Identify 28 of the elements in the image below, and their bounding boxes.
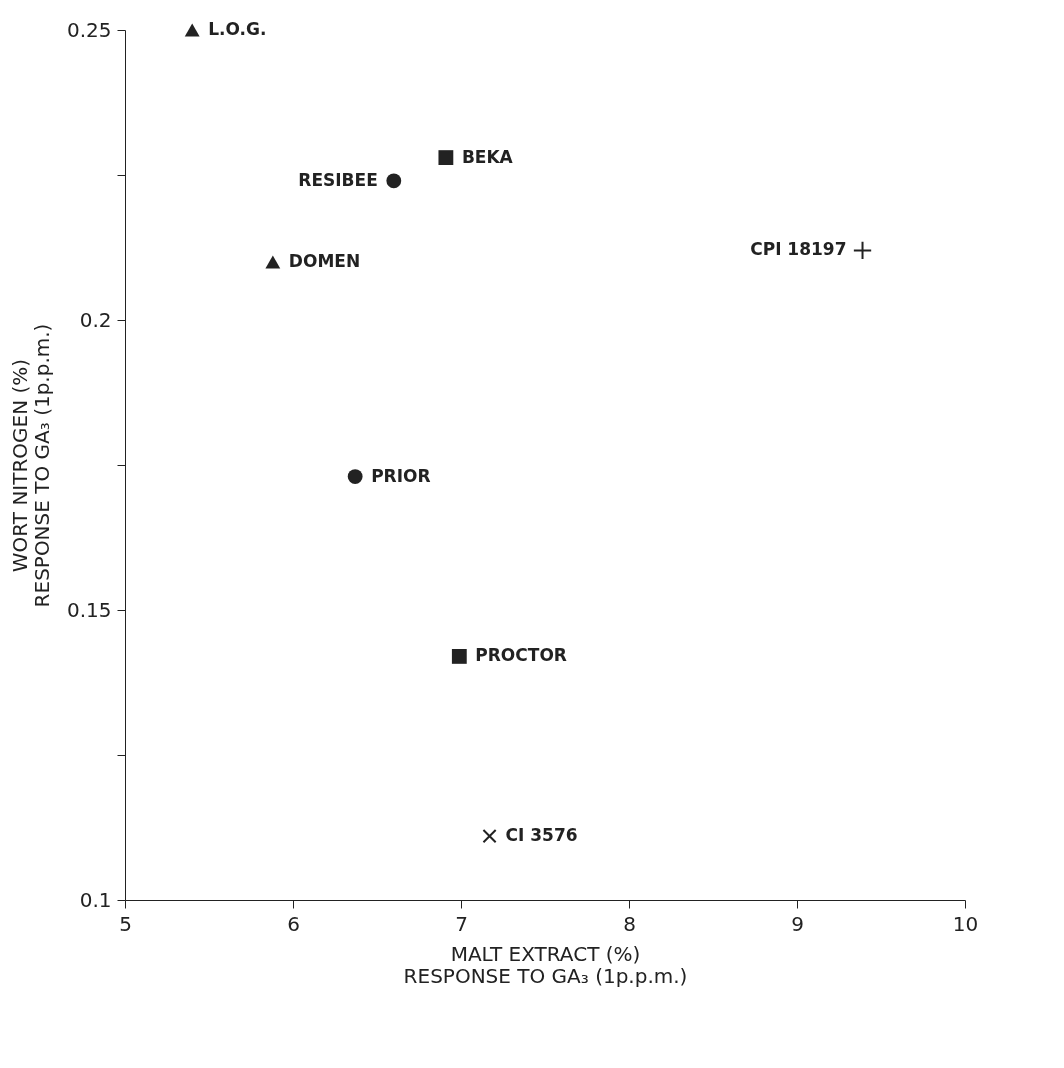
y-tick-label: 0.15 xyxy=(66,597,112,622)
point xyxy=(386,173,402,189)
x-tick-label: 7 xyxy=(455,911,468,936)
point xyxy=(438,150,454,166)
point xyxy=(852,240,873,261)
x-axis-title: MALT EXTRACT (%) RESPONSE TO GA₃ (1p.p.m.) xyxy=(403,941,688,988)
series-label: RESIBEE xyxy=(298,169,378,190)
series-label: BEKA xyxy=(461,146,514,167)
point xyxy=(482,829,497,844)
series-label: CPI 18197 xyxy=(750,239,847,260)
series-label: DOMEN xyxy=(288,251,361,271)
y-axis-title: WORT NITROGEN (%) RESPONSE TO GA₃ (1p.p.m.) xyxy=(7,323,54,608)
x-tick-label: 9 xyxy=(791,911,804,936)
y-tick-label: 0.2 xyxy=(79,307,112,332)
y-tick-label: 0.1 xyxy=(79,887,112,912)
point xyxy=(451,648,467,664)
point xyxy=(265,255,281,269)
point xyxy=(347,469,363,484)
point xyxy=(184,23,200,37)
series-label: PROCTOR xyxy=(475,645,567,666)
x-tick-label: 10 xyxy=(952,911,979,936)
series-label: CI 3576 xyxy=(505,825,578,846)
series-label: L.O.G. xyxy=(208,19,267,39)
x-tick-label: 6 xyxy=(287,911,300,936)
x-tick-label: 5 xyxy=(119,911,132,936)
series-label: PRIOR xyxy=(371,465,431,486)
y-tick-label: 0.25 xyxy=(66,17,112,42)
x-tick-label: 8 xyxy=(623,911,636,936)
